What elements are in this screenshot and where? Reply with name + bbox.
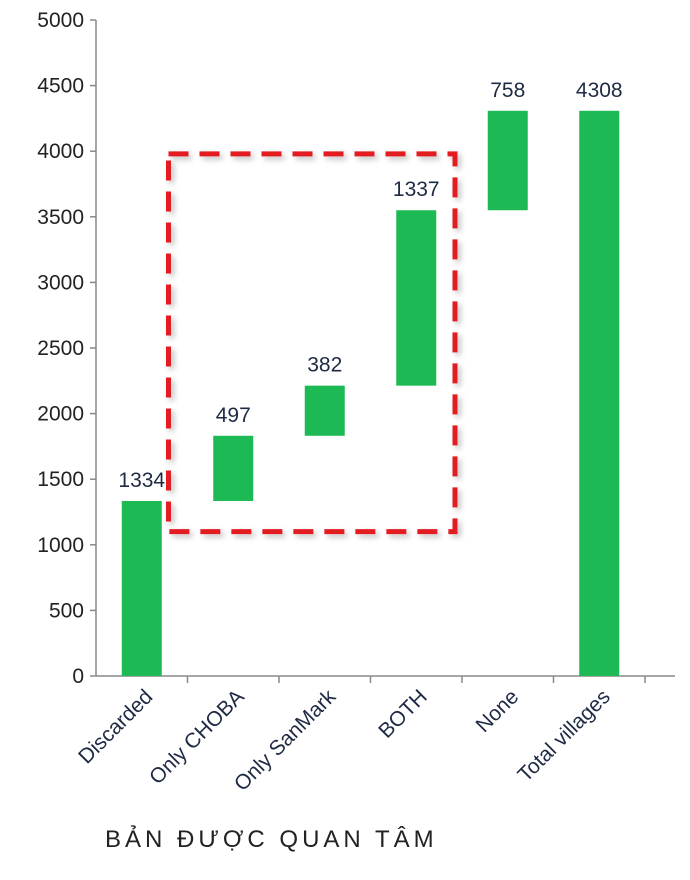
waterfall-chart: 0 500 1000 1500 2000 2500 3000 3500 4000 4500 5000… <box>37 9 675 796</box>
bar <box>121 500 162 676</box>
highlight-box <box>166 151 458 535</box>
y-tick-label: 3000 <box>37 271 84 294</box>
x-category-label: None <box>472 685 524 737</box>
y-tick-label: 1500 <box>37 468 84 491</box>
y-tick-label: 3500 <box>37 206 84 229</box>
bar <box>304 385 345 436</box>
data-label: 4308 <box>576 79 623 102</box>
bar <box>579 110 620 676</box>
bar <box>487 110 528 211</box>
y-axis: 0 500 1000 1500 2000 2500 3000 3500 4000 4500 5000 <box>37 9 97 688</box>
x-category-label: BOTH <box>374 685 432 743</box>
y-tick-label: 2000 <box>37 403 84 426</box>
data-labels: 1334 497 382 1337 758 4308 <box>118 79 622 492</box>
data-label: 1334 <box>118 469 165 492</box>
bar <box>396 210 437 386</box>
y-tick-label: 2500 <box>37 337 84 360</box>
x-category-label: Total villages <box>514 685 615 786</box>
x-category-label: Only CHOBA <box>145 685 249 789</box>
bar <box>213 435 254 501</box>
y-tick-label: 0 <box>72 665 84 688</box>
y-tick-label: 1000 <box>37 534 84 557</box>
y-tick-label: 500 <box>49 599 84 622</box>
caption-text: BẢN ĐƯỢC QUAN TÂM <box>105 826 438 853</box>
y-tick-label: 4000 <box>37 140 84 163</box>
data-label: 1337 <box>393 178 440 201</box>
bars <box>121 110 620 676</box>
data-label: 497 <box>216 404 251 427</box>
y-tick-label: 5000 <box>37 9 84 32</box>
highlight-dashed-box <box>166 151 458 535</box>
x-category-label: Discarded <box>74 685 157 768</box>
y-tick-label: 4500 <box>37 75 84 98</box>
data-label: 758 <box>490 79 525 102</box>
data-label: 382 <box>307 354 342 377</box>
